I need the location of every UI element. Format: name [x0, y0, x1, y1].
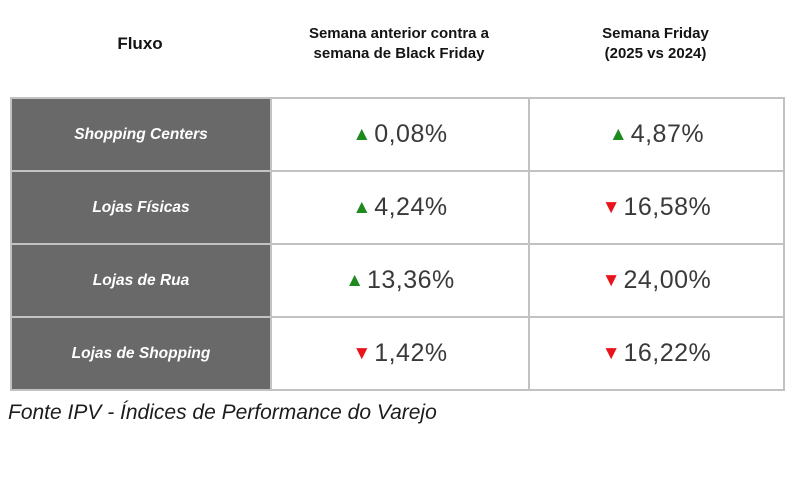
column-header-fluxo: Fluxo — [10, 16, 270, 72]
percent-value: 4,24% — [374, 193, 448, 221]
percent-value: 16,58% — [623, 193, 712, 221]
percent-value: 13,36% — [367, 266, 455, 294]
column-header-friday-week: Semana Friday (2025 vs 2024) — [528, 16, 783, 72]
row-label-lojas-fisicas: Lojas Físicas — [10, 170, 272, 245]
column-header-prev-week-label: Semana anterior contra a semana de Black… — [309, 24, 489, 65]
row-label-shopping-centers: Shopping Centers — [10, 97, 272, 172]
cell-lojas-fisicas-prev: ▲ 4,24% — [270, 170, 530, 245]
flow-data-table: Shopping Centers ▲ 0,08% ▲ 4,87% Lojas Fís… — [10, 97, 785, 391]
cell-lojas-fisicas-friday: ▼ 16,58% — [528, 170, 785, 245]
cell-lojas-de-shopping-prev: ▼ 1,42% — [270, 316, 530, 391]
table-header-row: Fluxo Semana anterior contra a semana de… — [10, 16, 800, 72]
cell-lojas-de-rua-friday: ▼ 24,00% — [528, 243, 785, 318]
percent-value: 24,00% — [623, 266, 712, 294]
up-triangle-icon: ▲ — [352, 197, 372, 218]
friday-week-line2: (2025 vs 2024) — [604, 45, 707, 62]
table-row: Lojas de Rua ▲ 13,36% ▼ 24,00% — [10, 243, 785, 318]
percent-value: 4,87% — [630, 120, 705, 148]
retail-flow-table-page: Fluxo Semana anterior contra a semana de… — [0, 16, 800, 481]
prev-week-line1: Semana anterior contra a — [308, 24, 490, 42]
percent-value: 0,08% — [374, 120, 448, 148]
row-label-lojas-de-rua: Lojas de Rua — [10, 243, 272, 318]
down-triangle-icon: ▼ — [601, 343, 621, 364]
column-header-fluxo-label: Fluxo — [117, 33, 163, 53]
row-label-lojas-de-shopping: Lojas de Shopping — [10, 316, 272, 391]
prev-week-line2: semana de Black Friday — [313, 45, 485, 62]
source-caption: Fonte IPV - Índices de Performance do Va… — [8, 401, 437, 424]
table-row: Lojas de Shopping ▼ 1,42% ▼ 16,22% — [10, 316, 785, 391]
down-triangle-icon: ▼ — [601, 270, 621, 291]
cell-shopping-centers-friday: ▲ 4,87% — [528, 97, 785, 172]
up-triangle-icon: ▲ — [608, 124, 628, 145]
down-triangle-icon: ▼ — [601, 197, 621, 218]
down-triangle-icon: ▼ — [352, 343, 372, 364]
cell-lojas-de-rua-prev: ▲ 13,36% — [270, 243, 530, 318]
table-row: Lojas Físicas ▲ 4,24% ▼ 16,58% — [10, 170, 785, 245]
percent-value: 16,22% — [623, 339, 712, 367]
column-header-friday-week-label: Semana Friday (2025 vs 2024) — [602, 24, 709, 65]
percent-value: 1,42% — [374, 339, 448, 367]
cell-shopping-centers-prev: ▲ 0,08% — [270, 97, 530, 172]
friday-week-line1: Semana Friday — [602, 24, 709, 42]
table-row: Shopping Centers ▲ 0,08% ▲ 4,87% — [10, 97, 785, 172]
column-header-prev-week: Semana anterior contra a semana de Black… — [270, 16, 528, 72]
cell-lojas-de-shopping-friday: ▼ 16,22% — [528, 316, 785, 391]
up-triangle-icon: ▲ — [345, 270, 364, 291]
up-triangle-icon: ▲ — [352, 124, 372, 145]
